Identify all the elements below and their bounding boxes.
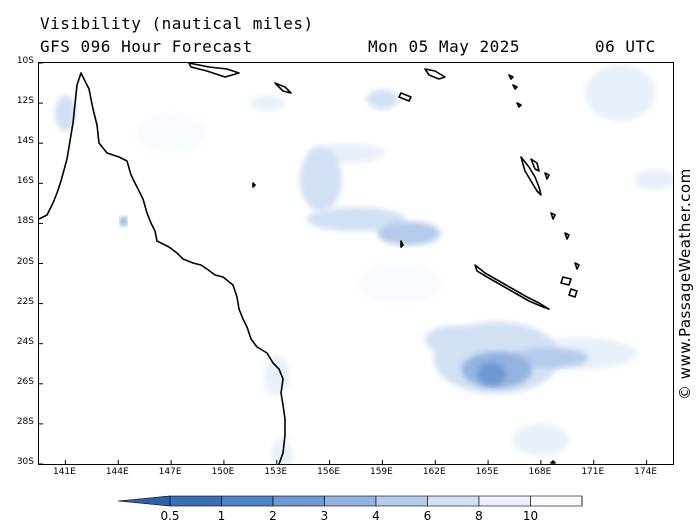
coral-sea-reefs (252, 182, 404, 248)
espiritu-santo-coastline (530, 158, 540, 172)
norfolk-island (550, 460, 556, 464)
low-visibility-area (306, 207, 406, 232)
legend-swatch (221, 495, 274, 507)
low-visibility-area (299, 147, 342, 212)
legend-label: 1 (217, 509, 226, 523)
low-visibility-area (510, 347, 589, 368)
chart-title: Visibility (nautical miles) (40, 14, 314, 33)
frame-ticks (39, 63, 648, 464)
visibility-map (38, 62, 674, 465)
lat-label-16S: 16S (16, 176, 34, 187)
copyright-credit: © www.PassageWeather.com (676, 168, 694, 400)
fiji-approach-islands (508, 74, 580, 270)
guadalcanal-coastline (398, 92, 412, 102)
lat-label-30S: 30S (16, 457, 34, 467)
low-visibility-area (634, 169, 673, 190)
louisiade-coast (274, 82, 292, 94)
legend-label: 0.5 (160, 509, 180, 523)
low-visibility-area (584, 65, 656, 122)
forecast-subtitle: GFS 096 Hour Forecast (40, 37, 253, 56)
australia-coastline (39, 72, 286, 464)
legend-swatch (169, 495, 222, 507)
papua-coast (188, 63, 240, 78)
low-visibility-area (250, 95, 286, 112)
legend-label: 4 (372, 509, 380, 523)
coastlines (39, 63, 580, 464)
lat-label-14S: 14S (16, 136, 34, 147)
lon-label-168E: 168E (528, 467, 552, 477)
low-visibility-area (271, 437, 293, 464)
new-caledonia-coastline (474, 264, 550, 310)
lon-label-147E: 147E (158, 467, 182, 477)
lon-label-153E: 153E (264, 467, 288, 477)
lon-label-159E: 159E (369, 467, 393, 477)
visibility-color-scale (118, 495, 583, 507)
lat-label-24S: 24S (16, 336, 34, 347)
lon-label-156E: 156E (317, 467, 341, 477)
lat-label-20S: 20S (16, 256, 34, 267)
lat-label-26S: 26S (16, 376, 34, 387)
legend-label: 3 (320, 509, 329, 523)
lon-label-165E: 165E (475, 467, 499, 477)
forecast-date: Mon 05 May 2025 (368, 37, 520, 56)
low-visibility-area (264, 355, 290, 396)
legend-label: 2 (269, 509, 277, 523)
lat-label-10S: 10S (16, 56, 34, 66)
legend-swatch (427, 495, 480, 507)
loyalty-islands-coastline (560, 276, 578, 298)
low-visibility-area (356, 263, 445, 304)
legend-swatch (375, 495, 428, 507)
solomon-islands-coastline (424, 68, 446, 80)
low-visibility-area (54, 95, 76, 132)
low-visibility-area (377, 221, 441, 246)
low-visibility-area (135, 113, 207, 154)
low-visibility-area (512, 423, 570, 456)
lat-label-12S: 12S (16, 96, 34, 107)
legend-swatch (530, 495, 583, 507)
lon-label-162E: 162E (422, 467, 446, 477)
lat-label-28S: 28S (16, 416, 34, 427)
lon-label-141E: 141E (52, 467, 76, 477)
legend-label: 6 (423, 509, 432, 523)
legend-low-arrow (118, 495, 171, 507)
legend-swatch (478, 495, 531, 507)
low-visibility-area (366, 89, 399, 110)
vanuatu-coastline (520, 156, 542, 196)
forecast-time: 06 UTC (595, 37, 656, 56)
legend-swatch (324, 495, 377, 507)
lon-label-171E: 171E (581, 467, 605, 477)
lat-label-22S: 22S (16, 296, 34, 307)
low-visibility-areas (54, 65, 673, 464)
low-visibility-area (120, 216, 128, 227)
lon-label-150E: 150E (211, 467, 235, 477)
lon-label-144E: 144E (105, 467, 129, 477)
legend-label: 10 (522, 509, 539, 523)
lat-label-18S: 18S (16, 216, 34, 227)
low-visibility-area (424, 325, 482, 354)
lon-label-174E: 174E (634, 467, 658, 477)
low-visibility-area (477, 361, 506, 386)
legend-label: 8 (475, 509, 483, 523)
legend-swatch (272, 495, 325, 507)
map-canvas (39, 63, 673, 464)
